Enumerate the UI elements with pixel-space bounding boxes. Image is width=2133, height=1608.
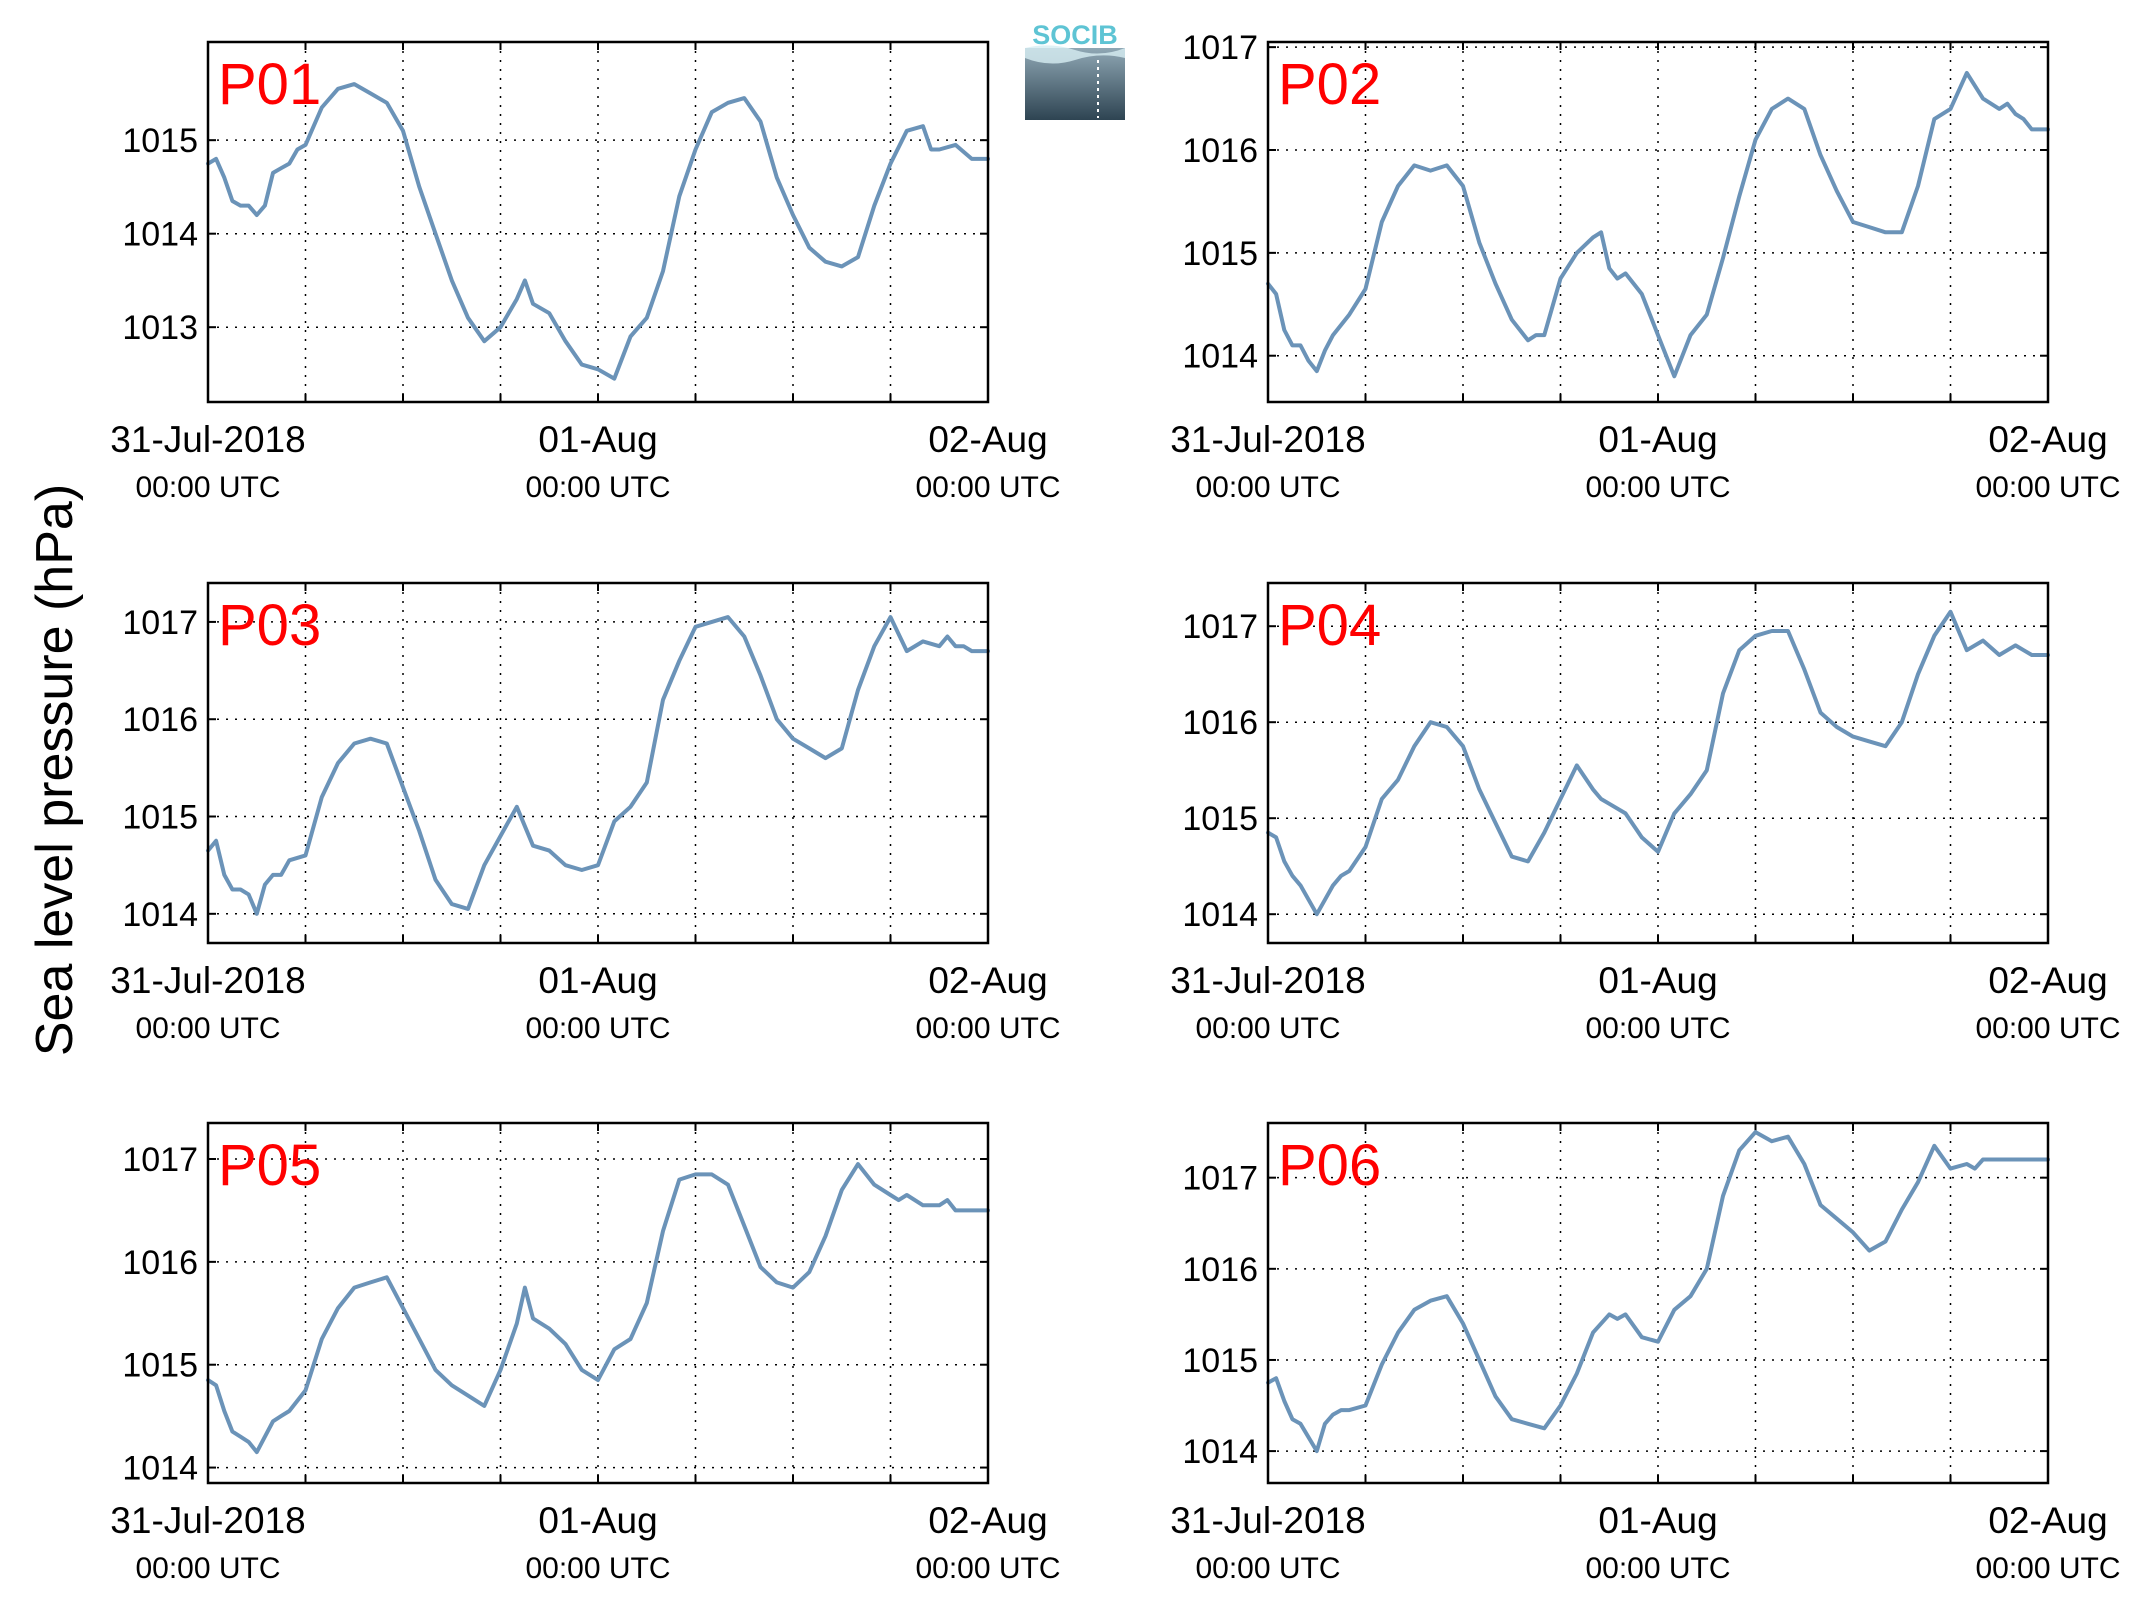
y-tick-label: 1017 [122, 604, 198, 642]
y-tick-label: 1015 [122, 1347, 198, 1385]
x-tick-date-label: 02-Aug [1988, 960, 2107, 1001]
x-tick-time-label: 00:00 UTC [135, 1012, 280, 1045]
panel-label: P06 [1278, 1133, 1381, 1198]
x-tick-date-label: 01-Aug [1598, 419, 1717, 460]
y-tick-label: 1015 [1182, 800, 1258, 838]
x-tick-time-label: 00:00 UTC [525, 1552, 670, 1585]
y-tick-label: 1014 [1182, 896, 1258, 934]
series-line [206, 82, 990, 381]
y-tick-label: 1017 [1182, 1160, 1258, 1198]
x-tick-date-label: 02-Aug [928, 1500, 1047, 1541]
y-tick-label: 1015 [122, 122, 198, 160]
x-tick-date-label: 01-Aug [538, 960, 657, 1001]
x-tick-time-label: 00:00 UTC [1585, 1012, 1730, 1045]
panel-p03: 1014 1015 1016 1017 P03 31-Jul-2018 00:00 UTC 0… [110, 581, 1061, 1045]
y-axis-label: Sea level pressure (hPa) [26, 484, 84, 1056]
x-tick-time-label: 00:00 UTC [525, 471, 670, 504]
x-tick-date-label: 31-Jul-2018 [110, 960, 305, 1001]
y-tick-label: 1014 [1182, 1433, 1258, 1471]
series-line [1266, 609, 2050, 917]
x-tick-time-label: 00:00 UTC [1585, 1552, 1730, 1585]
y-tick-label: 1017 [122, 1141, 198, 1179]
socib-logo: SOCIB [1025, 20, 1125, 120]
x-tick-time-label: 00:00 UTC [135, 471, 280, 504]
x-tick-time-label: 00:00 UTC [135, 1552, 280, 1585]
x-tick-date-label: 31-Jul-2018 [1170, 960, 1365, 1001]
x-tick-date-label: 02-Aug [928, 960, 1047, 1001]
panel-label: P01 [218, 52, 321, 117]
x-tick-date-label: 31-Jul-2018 [110, 1500, 305, 1541]
y-tick-label: 1013 [122, 309, 198, 347]
panel-p06: 1014 1015 1016 1017 P06 31-Jul-2018 00:00 UTC 0… [1170, 1121, 2121, 1585]
panel-label: P02 [1278, 52, 1381, 117]
x-tick-time-label: 00:00 UTC [1585, 471, 1730, 504]
panel-label: P03 [218, 593, 321, 658]
x-tick-time-label: 00:00 UTC [1975, 1552, 2120, 1585]
x-tick-time-label: 00:00 UTC [1975, 1012, 2120, 1045]
y-tick-label: 1016 [1182, 132, 1258, 170]
x-tick-date-label: 02-Aug [1988, 419, 2107, 460]
series-line [206, 1162, 990, 1455]
axes-frame [206, 40, 990, 404]
panel-label: P05 [218, 1133, 321, 1198]
x-tick-date-label: 01-Aug [1598, 1500, 1717, 1541]
axes-frame [206, 1121, 990, 1485]
x-tick-date-label: 31-Jul-2018 [110, 419, 305, 460]
y-tick-label: 1017 [1182, 608, 1258, 646]
x-tick-date-label: 02-Aug [1988, 1500, 2107, 1541]
axes-frame [1266, 581, 2050, 945]
x-tick-time-label: 00:00 UTC [915, 471, 1060, 504]
series-line [1266, 1130, 2050, 1454]
x-tick-date-label: 31-Jul-2018 [1170, 1500, 1365, 1541]
x-tick-time-label: 00:00 UTC [525, 1012, 670, 1045]
x-tick-date-label: 31-Jul-2018 [1170, 419, 1365, 460]
series-line [1266, 70, 2050, 379]
panel-p05: 1014 1015 1016 1017 P05 31-Jul-2018 00:00 UTC 0… [110, 1121, 1061, 1585]
x-tick-date-label: 01-Aug [1598, 960, 1717, 1001]
y-tick-label: 1014 [1182, 338, 1258, 376]
y-tick-label: 1015 [122, 799, 198, 837]
axes-frame [1266, 40, 2050, 404]
y-tick-label: 1014 [122, 1450, 198, 1488]
y-tick-label: 1014 [122, 216, 198, 254]
x-tick-time-label: 00:00 UTC [1195, 1552, 1340, 1585]
y-tick-label: 1015 [1182, 235, 1258, 273]
x-tick-time-label: 00:00 UTC [1195, 1012, 1340, 1045]
y-tick-label: 1016 [1182, 704, 1258, 742]
y-tick-label: 1014 [122, 896, 198, 934]
x-tick-date-label: 01-Aug [538, 1500, 657, 1541]
y-tick-label: 1016 [1182, 1251, 1258, 1289]
panel-label: P04 [1278, 593, 1381, 658]
y-tick-label: 1015 [1182, 1342, 1258, 1380]
axes-frame [1266, 1121, 2050, 1485]
y-tick-label: 1016 [122, 1244, 198, 1282]
series-line [206, 615, 990, 916]
y-tick-label: 1017 [1182, 29, 1258, 67]
panel-p01: 1013 1014 1015 P01 31-Jul-2018 00:00 UTC 01-Au… [110, 40, 1061, 504]
x-tick-time-label: 00:00 UTC [1975, 471, 2120, 504]
axes-frame [206, 581, 990, 945]
logo-text: SOCIB [1032, 20, 1118, 50]
panel-p04: 1014 1015 1016 1017 P04 31-Jul-2018 00:00 UTC 0… [1170, 581, 2121, 1045]
x-tick-time-label: 00:00 UTC [915, 1552, 1060, 1585]
x-tick-date-label: 01-Aug [538, 419, 657, 460]
x-tick-date-label: 02-Aug [928, 419, 1047, 460]
panel-p02: 1014 1015 1016 1017 P02 31-Jul-2018 00:00 UTC 0… [1170, 29, 2120, 504]
x-tick-time-label: 00:00 UTC [915, 1012, 1060, 1045]
y-tick-label: 1016 [122, 701, 198, 739]
x-tick-time-label: 00:00 UTC [1195, 471, 1340, 504]
panels: 1013 1014 1015 P01 31-Jul-2018 00:00 UTC 01-Au… [110, 29, 2120, 1585]
